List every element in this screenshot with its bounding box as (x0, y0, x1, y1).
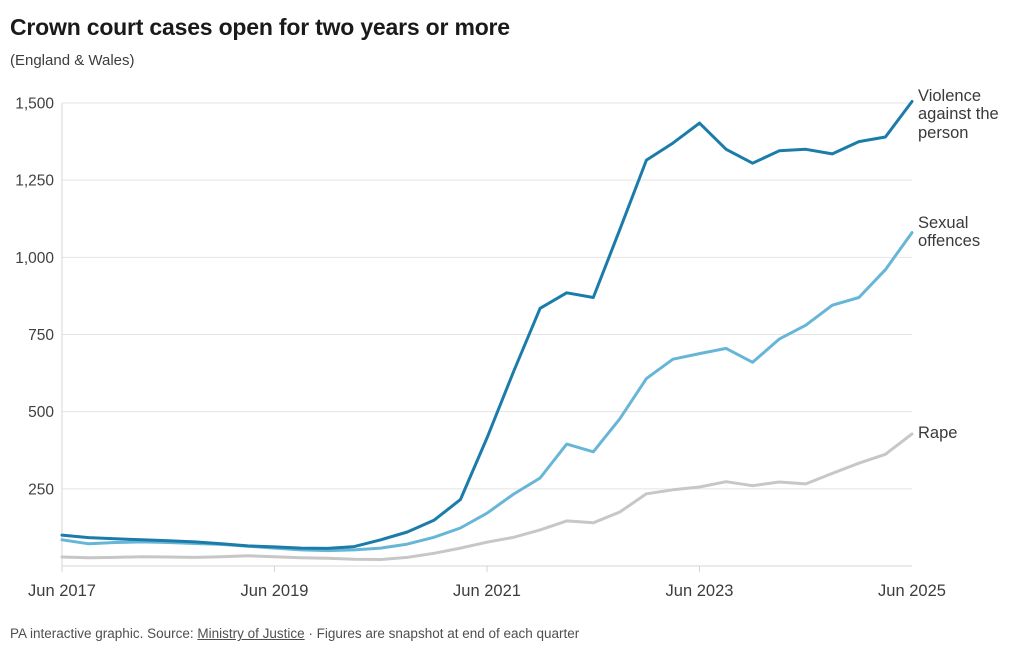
x-axis-tick-label: Jun 2017 (28, 582, 96, 600)
x-axis-tick-label: Jun 2019 (241, 582, 309, 600)
footer-prefix: PA interactive graphic. Source: (10, 626, 198, 641)
y-axis-tick-label: 250 (28, 481, 54, 498)
footer-suffix: Figures are snapshot at end of each quar… (316, 626, 580, 641)
series-label-rape: Rape (918, 424, 958, 442)
x-axis-tick-label: Jun 2025 (878, 582, 946, 600)
series-label-sexual-offences: Sexual offences (918, 214, 981, 251)
x-axis-tick-label: Jun 2021 (453, 582, 521, 600)
y-axis-tick-label: 1,500 (15, 96, 54, 113)
y-axis-tick-label: 500 (28, 404, 54, 421)
series-line-rape (60, 432, 914, 561)
series-line-violence (60, 100, 914, 550)
source-attribution: PA interactive graphic. Source: Ministry… (10, 626, 579, 641)
series-label-violence: Violence against the person (918, 87, 999, 142)
y-axis-tick-label: 750 (28, 327, 54, 344)
y-axis-tick-label: 1,000 (15, 250, 54, 267)
source-link[interactable]: Ministry of Justice (197, 626, 305, 641)
footer-separator: · (304, 626, 317, 641)
x-axis-tick-label: Jun 2023 (666, 582, 734, 600)
chart-subtitle: (England & Wales) (10, 52, 135, 69)
series-line-sexual-offences (60, 231, 914, 553)
page-title: Crown court cases open for two years or … (10, 14, 510, 40)
y-axis-tick-label: 1,250 (15, 173, 54, 190)
